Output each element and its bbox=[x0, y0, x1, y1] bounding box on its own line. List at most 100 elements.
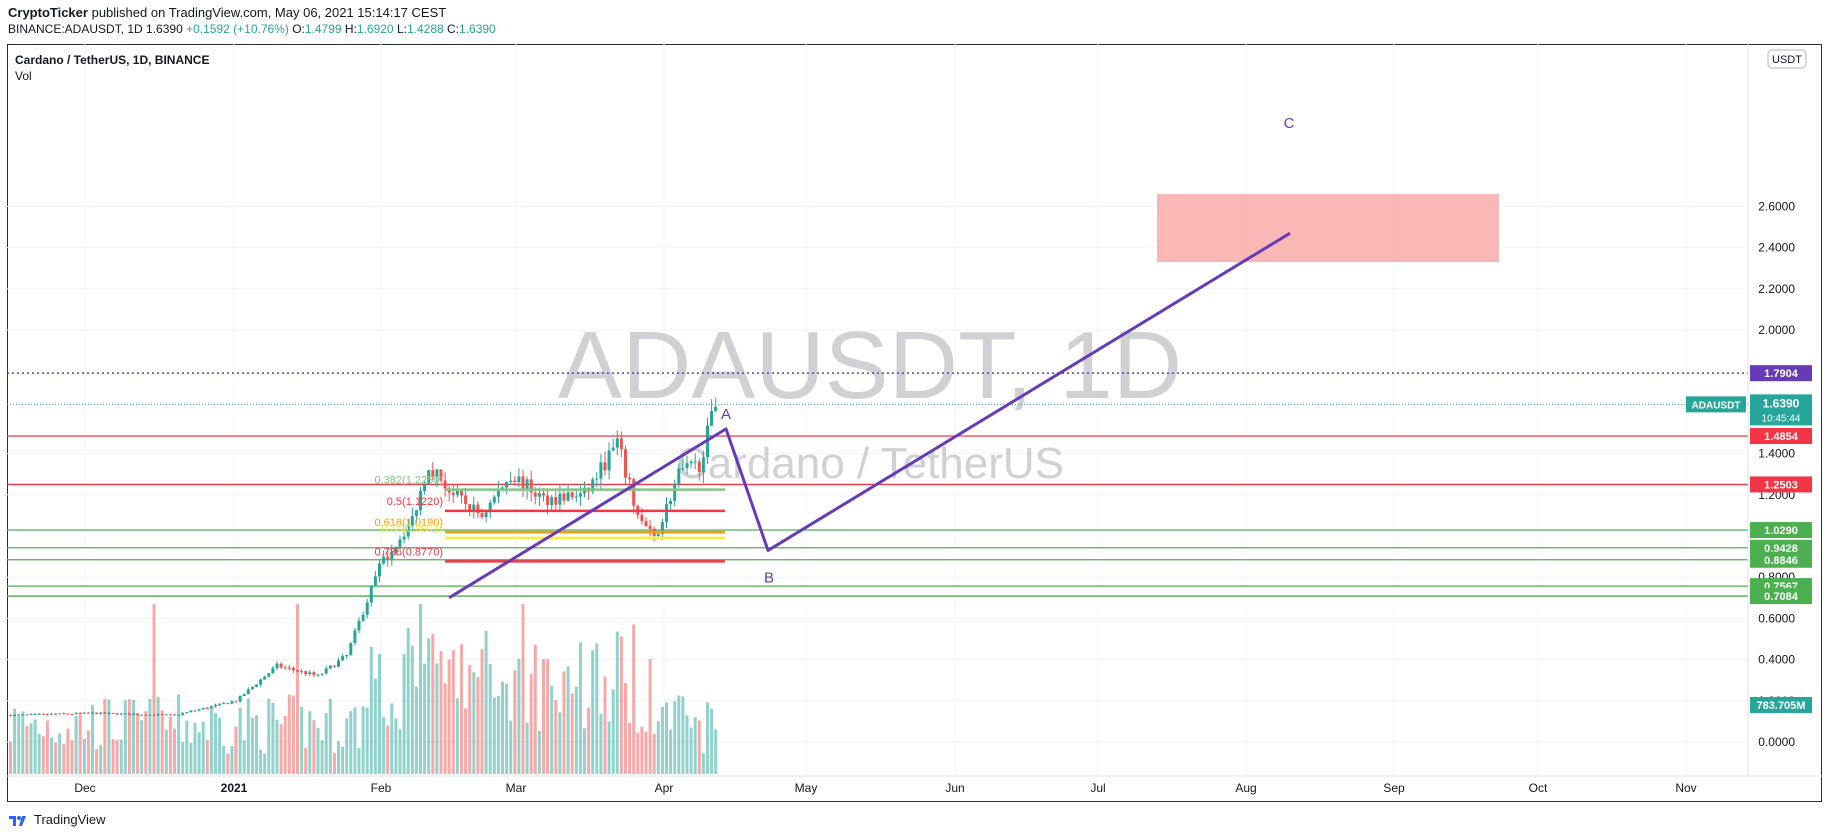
volume-bar bbox=[406, 627, 410, 774]
volume-bar bbox=[435, 663, 439, 774]
candle-body bbox=[103, 712, 107, 714]
candle-body bbox=[181, 713, 185, 715]
x-tick-label: Aug bbox=[1235, 781, 1256, 795]
price-label-bg bbox=[1750, 588, 1812, 605]
volume-bar bbox=[607, 721, 611, 774]
candle-body bbox=[673, 483, 677, 501]
volume-bar bbox=[78, 712, 82, 774]
candle-body bbox=[570, 492, 574, 498]
price-label-bg bbox=[1750, 428, 1812, 445]
volume-bar bbox=[624, 682, 627, 774]
x-tick-label: Feb bbox=[371, 781, 392, 795]
x-tick-label: Jul bbox=[1090, 781, 1105, 795]
chart-frame[interactable] bbox=[7, 44, 1822, 802]
candle-body bbox=[70, 713, 74, 715]
fib-level-label: 0.382(1.2250) bbox=[375, 475, 444, 487]
volume-bar bbox=[570, 693, 574, 774]
candle-body bbox=[644, 521, 648, 527]
volume-bar bbox=[410, 645, 414, 774]
target-zone[interactable] bbox=[1157, 194, 1499, 263]
candle-body bbox=[521, 476, 525, 490]
volume-bar bbox=[312, 720, 316, 774]
candle-body bbox=[234, 701, 238, 703]
candle-body bbox=[144, 714, 148, 716]
volume-bar bbox=[501, 681, 504, 774]
volume-bar bbox=[697, 720, 701, 774]
candle-body bbox=[50, 713, 53, 715]
candle-body bbox=[41, 713, 45, 715]
volume-bar bbox=[615, 631, 619, 774]
volume-bar bbox=[632, 624, 636, 774]
legend-symbol[interactable]: Cardano / TetherUS, 1D, BINANCE bbox=[15, 53, 210, 67]
volume-bar bbox=[390, 703, 394, 774]
candle-body bbox=[152, 714, 156, 716]
candle-body bbox=[599, 462, 603, 479]
volume-bar bbox=[218, 717, 222, 774]
price-axis: 2.60002.40002.20002.00001.40001.20000.80… bbox=[1758, 199, 1795, 749]
volume-bar bbox=[587, 707, 591, 774]
candle-body bbox=[660, 521, 664, 534]
candle-body bbox=[378, 563, 381, 577]
x-tick-label: Jun bbox=[945, 781, 964, 795]
volume-bar bbox=[447, 659, 451, 774]
volume-bar bbox=[382, 716, 386, 774]
volume-bar bbox=[332, 752, 336, 774]
author-name[interactable]: CryptoTicker bbox=[8, 5, 88, 20]
volume-bar bbox=[488, 664, 492, 774]
footer-brand[interactable]: TradingView bbox=[8, 812, 106, 827]
volume-bar bbox=[665, 702, 668, 774]
volume-bar bbox=[542, 659, 545, 774]
candle-body bbox=[332, 665, 336, 667]
countdown-label: 10:45:44 bbox=[1762, 413, 1801, 424]
volume-bar bbox=[177, 694, 181, 774]
fib-retracement: 0.382(1.2250) 0.5(1.1220) 0.618(1.0190)0.6… bbox=[375, 475, 725, 563]
candle-body bbox=[238, 695, 242, 702]
price-label: 1.2503 bbox=[1764, 479, 1798, 491]
open-label: O: bbox=[292, 22, 305, 36]
publish-header: CryptoTicker published on TradingView.co… bbox=[8, 5, 446, 20]
volume-bar bbox=[505, 683, 509, 774]
volume-bar bbox=[619, 636, 623, 774]
volume-bar bbox=[464, 708, 468, 774]
ohlc-header: BINANCE:ADAUSDT, 1D 1.6390 +0.1592 (+10.… bbox=[8, 22, 496, 36]
x-tick-label: 2021 bbox=[221, 781, 248, 795]
y-tick-label: 0.6000 bbox=[1758, 611, 1795, 625]
volume-bar bbox=[21, 711, 25, 774]
volume-bar bbox=[238, 707, 242, 774]
volume-bar bbox=[509, 720, 513, 774]
y-tick-label: 2.6000 bbox=[1758, 199, 1795, 213]
candle-body bbox=[632, 479, 636, 506]
candle-body bbox=[464, 495, 468, 505]
candle-body bbox=[496, 489, 500, 497]
volume-bar bbox=[74, 715, 78, 774]
volume-bar bbox=[91, 704, 94, 774]
candle-body bbox=[492, 496, 496, 503]
volume-bar bbox=[357, 747, 361, 774]
candle-body bbox=[406, 525, 410, 537]
volume-bar bbox=[402, 653, 406, 774]
candle-body bbox=[132, 713, 135, 715]
volume-bar bbox=[562, 671, 566, 774]
candle-body bbox=[542, 493, 545, 496]
volume-bar bbox=[566, 666, 570, 774]
volume-bar bbox=[677, 695, 681, 774]
candle-body bbox=[701, 457, 705, 473]
legend-volume[interactable]: Vol bbox=[15, 69, 32, 83]
price-label-bg bbox=[1750, 476, 1812, 493]
volume-bar bbox=[29, 723, 33, 774]
candle-body bbox=[669, 500, 673, 505]
volume-bar bbox=[86, 730, 90, 774]
volume-label: 783.705M bbox=[1757, 700, 1806, 712]
watermark-symbol: ADAUSDT, 1D bbox=[558, 312, 1182, 419]
candle-body bbox=[484, 512, 488, 517]
x-tick-label: Nov bbox=[1675, 781, 1696, 795]
x-tick-label: Mar bbox=[506, 781, 527, 795]
volume-bar bbox=[394, 718, 398, 774]
candle-body bbox=[119, 713, 123, 715]
candle-body bbox=[66, 713, 70, 715]
y-tick-label: 2.0000 bbox=[1758, 323, 1795, 337]
volume-bar bbox=[275, 719, 279, 774]
currency-badge[interactable]: USDT bbox=[1767, 49, 1807, 69]
volume-bar bbox=[17, 715, 21, 774]
